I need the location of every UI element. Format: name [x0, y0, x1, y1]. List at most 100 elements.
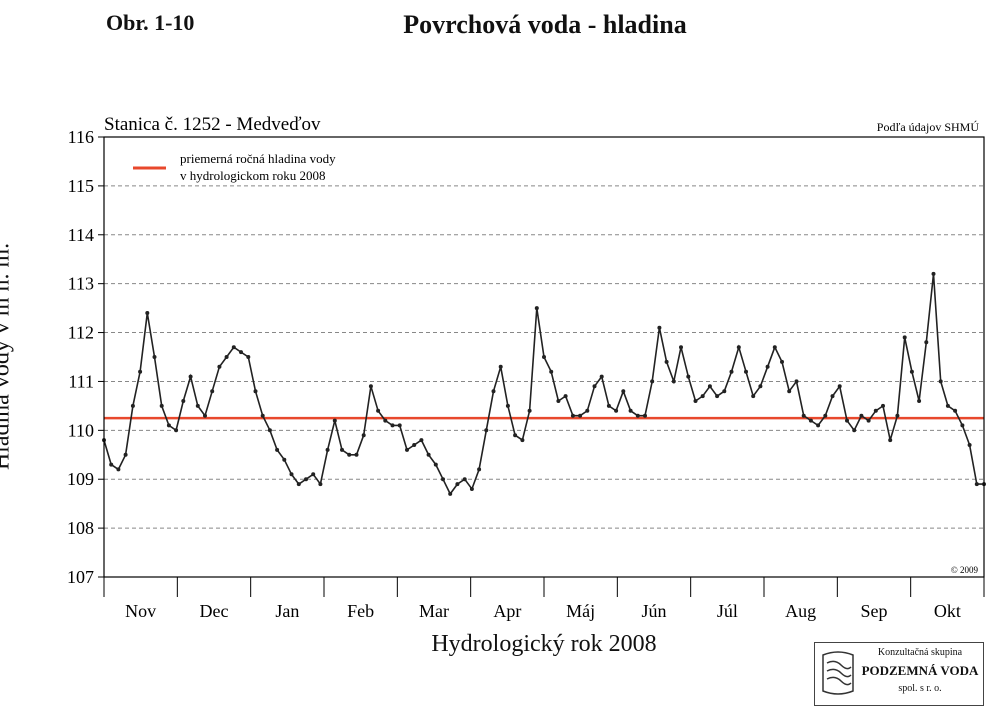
- data-point: [765, 364, 770, 369]
- data-point: [873, 408, 878, 413]
- data-point: [455, 482, 460, 487]
- data-point: [542, 355, 546, 359]
- series-points: [102, 271, 986, 496]
- y-tick-label: 115: [68, 176, 94, 196]
- data-point: [340, 447, 344, 452]
- data-point: [311, 472, 316, 477]
- data-point: [859, 413, 864, 418]
- data-point: [383, 418, 388, 423]
- data-point: [758, 384, 763, 389]
- data-point: [693, 399, 698, 403]
- data-point: [707, 384, 712, 389]
- company-line-3: spol. s r. o.: [898, 683, 942, 694]
- y-tick-label: 110: [68, 420, 94, 440]
- month-label: Dec: [200, 601, 229, 621]
- data-point: [614, 408, 619, 413]
- data-point: [823, 413, 828, 418]
- data-point: [801, 413, 806, 418]
- month-label: Feb: [347, 601, 374, 621]
- plot-frame: [103, 136, 985, 578]
- month-label: Nov: [125, 601, 156, 621]
- data-point: [751, 394, 756, 399]
- data-point: [116, 467, 121, 472]
- data-point: [628, 408, 633, 413]
- data-point: [556, 399, 561, 403]
- data-point: [888, 438, 893, 443]
- data-point: [643, 413, 647, 418]
- data-point: [224, 355, 229, 359]
- data-point: [253, 389, 258, 394]
- data-point: [505, 403, 510, 408]
- data-point: [174, 428, 179, 433]
- data-point: [354, 452, 359, 457]
- company-name: PODZEMNÁ VODA: [861, 663, 979, 678]
- y-tick-label: 112: [68, 323, 94, 343]
- data-point: [469, 487, 474, 491]
- company-line-1: Konzultačná skupina: [877, 647, 963, 658]
- y-tick-label: 107: [67, 567, 94, 587]
- y-tick-label: 109: [67, 469, 94, 489]
- data-point: [181, 399, 186, 403]
- data-point: [744, 369, 748, 374]
- data-point: [217, 364, 222, 369]
- data-point: [657, 325, 662, 330]
- data-point: [513, 433, 518, 438]
- legend-label-line1: priemerná ročná hladina vody: [180, 151, 336, 166]
- data-point: [145, 311, 150, 315]
- data-point: [138, 369, 143, 374]
- data-point: [275, 447, 280, 452]
- legend-label-line2: v hydrologickom roku 2008: [180, 168, 326, 183]
- data-point: [592, 384, 597, 389]
- data-point: [671, 379, 676, 384]
- data-point: [679, 345, 683, 350]
- data-point: [578, 413, 583, 418]
- data-point: [837, 384, 842, 389]
- data-point: [491, 389, 496, 394]
- data-point: [881, 403, 885, 408]
- company-logo-icon: [822, 651, 854, 695]
- data-point: [426, 452, 431, 457]
- data-point: [477, 467, 482, 472]
- data-point: [715, 394, 720, 399]
- data-point: [304, 477, 308, 482]
- data-point: [960, 423, 965, 428]
- x-axis-label: Hydrologický rok 2008: [431, 631, 657, 657]
- data-point: [816, 423, 821, 428]
- data-point: [195, 403, 200, 408]
- data-point: [917, 399, 922, 403]
- data-point: [650, 379, 655, 384]
- data-point: [239, 350, 243, 355]
- data-point: [852, 428, 857, 433]
- data-point: [332, 418, 337, 423]
- data-point: [246, 355, 251, 359]
- data-point: [808, 418, 813, 423]
- data-point: [282, 457, 287, 462]
- data-point: [376, 408, 381, 413]
- month-label: Máj: [566, 601, 595, 621]
- data-point: [368, 384, 373, 389]
- data-point: [736, 345, 741, 350]
- data-point: [845, 418, 849, 423]
- data-point: [953, 408, 958, 413]
- data-point: [318, 482, 323, 487]
- data-point: [448, 491, 453, 496]
- month-label: Apr: [493, 601, 521, 621]
- data-point: [441, 477, 445, 482]
- data-point: [729, 369, 734, 374]
- data-point: [166, 423, 171, 428]
- data-point: [325, 447, 330, 452]
- data-point: [498, 364, 503, 369]
- data-point: [188, 374, 193, 379]
- month-label: Mar: [419, 601, 449, 621]
- data-point: [520, 438, 525, 443]
- data-point: [700, 394, 705, 399]
- data-point: [945, 403, 950, 408]
- data-point: [909, 369, 914, 374]
- data-point: [484, 428, 489, 433]
- data-point: [527, 408, 532, 413]
- data-point: [203, 413, 207, 418]
- y-tick-label: 108: [67, 518, 94, 538]
- data-point: [621, 389, 626, 394]
- data-point: [159, 403, 164, 408]
